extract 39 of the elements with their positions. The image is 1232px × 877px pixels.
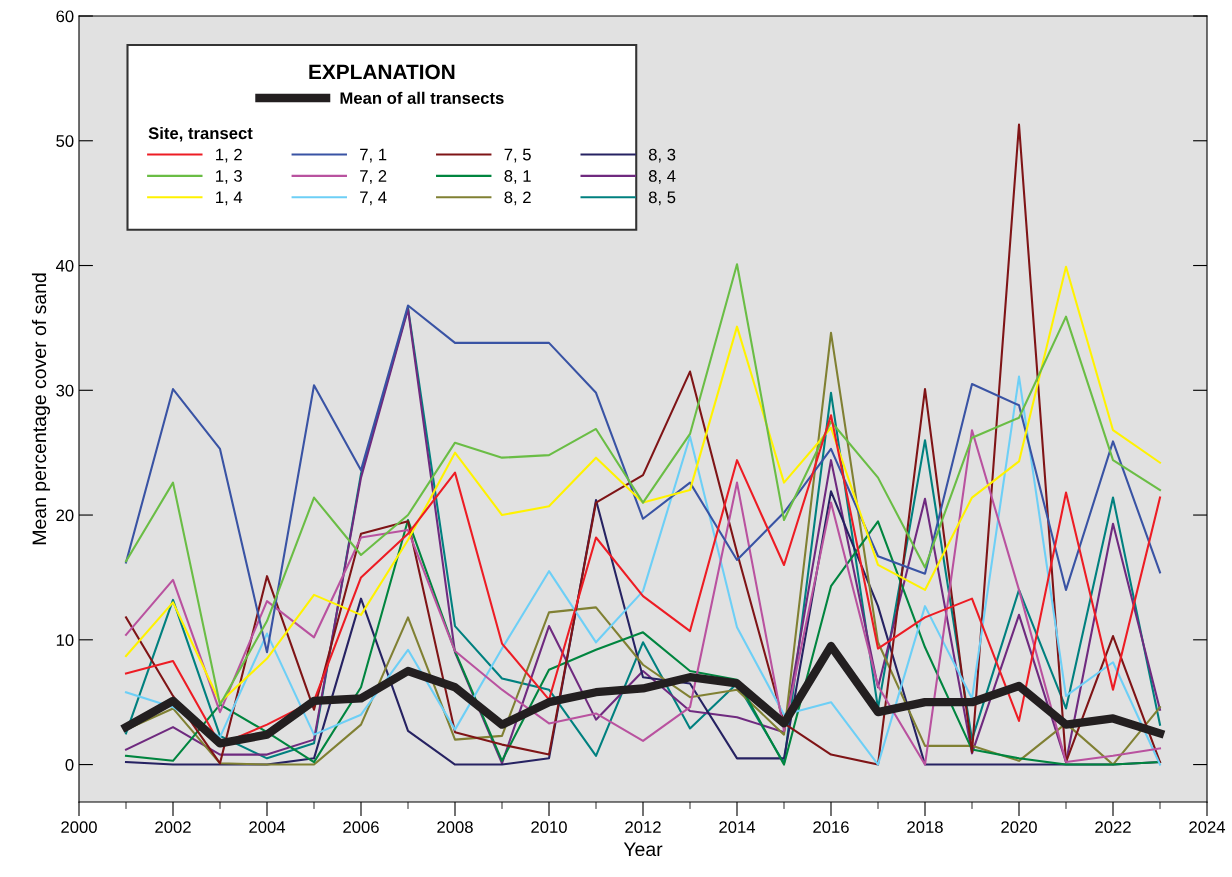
legend-label: 1, 3 bbox=[216, 170, 242, 184]
y-tick-label: 40 bbox=[55, 259, 74, 272]
y-tick-label: 50 bbox=[56, 135, 74, 147]
legend-label: Mean of all transects bbox=[340, 91, 504, 105]
legend-label: 8, 5 bbox=[648, 191, 676, 206]
legend-title: EXPLANATION bbox=[309, 64, 455, 80]
y-tick-label: 10 bbox=[56, 634, 74, 647]
x-tick-label: 2020 bbox=[1001, 821, 1037, 833]
x-tick-label: 2006 bbox=[343, 821, 379, 833]
y-axis-title: Mean percentage cover of sand bbox=[31, 273, 51, 545]
legend-label: 7, 4 bbox=[360, 191, 387, 206]
legend-label: 8, 2 bbox=[504, 191, 531, 206]
x-tick-label: 2000 bbox=[61, 821, 97, 833]
x-tick-label: 2016 bbox=[813, 821, 849, 833]
x-tick-label: 2022 bbox=[1095, 821, 1131, 833]
x-tick-label: 2002 bbox=[155, 821, 191, 833]
legend-label: 1, 4 bbox=[216, 191, 243, 206]
legend-label: 8, 3 bbox=[648, 148, 676, 163]
legend-label: 8, 1 bbox=[504, 170, 531, 184]
x-tick-label: 2018 bbox=[907, 821, 943, 833]
x-tick-label: 2012 bbox=[625, 821, 661, 833]
legend-label: 8, 4 bbox=[648, 170, 676, 184]
y-tick-label: 20 bbox=[56, 509, 74, 522]
x-tick-label: 2014 bbox=[719, 821, 756, 833]
legend-label: 7, 5 bbox=[504, 148, 531, 163]
legend-label: 7, 1 bbox=[360, 148, 387, 163]
legend-label: 1, 2 bbox=[216, 148, 242, 163]
x-tick-label: 2004 bbox=[249, 821, 286, 833]
x-tick-label: 2008 bbox=[437, 821, 473, 833]
line-series bbox=[124, 123, 1162, 766]
annotation: Site, transect bbox=[148, 126, 253, 142]
line-series bbox=[124, 304, 1162, 654]
y-tick-label: 30 bbox=[56, 384, 74, 397]
x-tick-label: 2024 bbox=[1189, 821, 1226, 833]
x-axis-title: Year bbox=[623, 842, 663, 857]
y-tick-label: 0 bbox=[65, 758, 74, 771]
y-tick-label: 60 bbox=[56, 10, 74, 23]
legend-label: 7, 2 bbox=[360, 170, 387, 184]
x-tick-label: 2010 bbox=[531, 821, 567, 833]
